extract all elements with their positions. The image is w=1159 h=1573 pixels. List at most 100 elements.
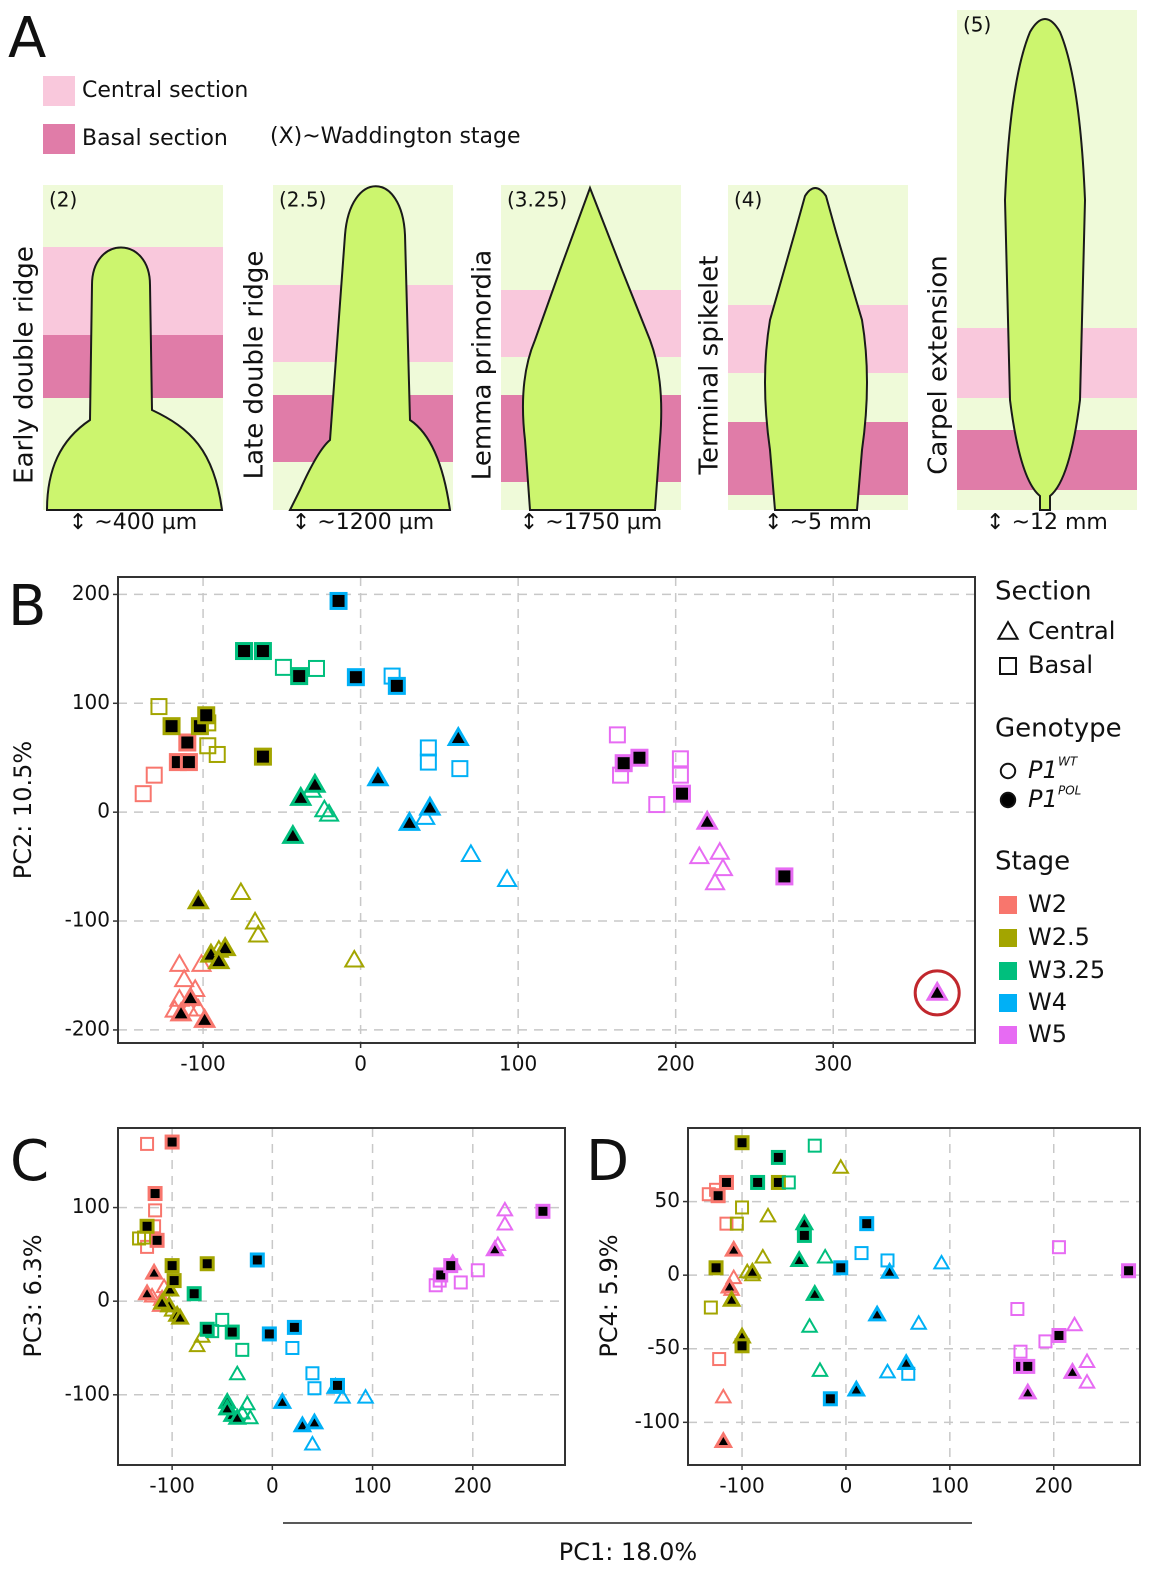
triangle-marker [289, 785, 313, 806]
plot-border [687, 1127, 1141, 1466]
legend-title: Section [995, 577, 1092, 607]
stage-number: (4) [734, 188, 762, 212]
triangle-marker [714, 1387, 733, 1404]
triangle-marker [207, 949, 231, 970]
panel-letter: C [10, 1129, 49, 1194]
square-marker [166, 1273, 182, 1289]
square-marker [145, 766, 163, 784]
triangle-marker [238, 1394, 257, 1411]
triangle-marker [160, 1279, 180, 1297]
triangle-marker [811, 1361, 829, 1377]
stage-size: ↕ ~5 mm [764, 510, 872, 535]
triangle-marker [909, 1314, 928, 1330]
square-marker [734, 1135, 750, 1151]
legend-swatch [999, 994, 1017, 1012]
square-marker [1051, 1240, 1066, 1255]
square-marker [1051, 1327, 1067, 1343]
triangle-marker [241, 1408, 260, 1425]
square-marker [140, 1136, 155, 1151]
triangle-marker [846, 1379, 867, 1397]
triangle-marker [333, 1388, 352, 1404]
square-marker [833, 1260, 849, 1276]
legend-label: W2.5 [1028, 923, 1090, 951]
legend-title: Genotype [995, 714, 1122, 744]
square-marker [671, 766, 689, 784]
square-marker [999, 657, 1017, 675]
square-marker [901, 1366, 916, 1381]
square-marker [770, 1149, 786, 1165]
square-marker [150, 698, 168, 716]
triangle-marker [227, 1407, 248, 1425]
triangle-marker [878, 1362, 897, 1379]
square-marker [735, 1200, 750, 1215]
triangle-marker [719, 1276, 740, 1294]
triangle-marker [688, 845, 711, 865]
legend-label: Basal [1028, 651, 1093, 679]
triangle-marker [742, 1261, 763, 1279]
square-marker [134, 785, 152, 803]
legend-label: W2 [1028, 890, 1067, 918]
triangle-marker [356, 1388, 375, 1404]
triangle-marker [713, 1431, 734, 1448]
square-marker [199, 737, 217, 755]
x-tick-label: 300 [814, 1052, 852, 1076]
square-marker [139, 1218, 155, 1234]
triangle-marker [247, 923, 269, 943]
stage-number: (2.5) [279, 188, 326, 212]
square-marker [148, 1203, 163, 1218]
triangle-marker [144, 1262, 164, 1280]
stage-number: (2) [49, 188, 77, 212]
square-marker [149, 1232, 165, 1248]
square-marker [286, 1319, 302, 1335]
square-marker [807, 1138, 822, 1153]
square-marker [1121, 1263, 1137, 1279]
x-tick-label: 200 [657, 1052, 695, 1076]
panel-letter: B [8, 574, 46, 639]
triangle-marker [789, 1250, 809, 1267]
legend-swatch [43, 124, 75, 154]
stage-number: (5) [963, 13, 991, 37]
triangle-marker [272, 1391, 293, 1409]
triangle-marker [816, 1248, 835, 1264]
stage-size: ↕ ~12 mm [986, 510, 1108, 535]
x-tick-label: -100 [149, 1474, 194, 1498]
legend-swatch [999, 1026, 1017, 1044]
square-marker [796, 1227, 812, 1243]
legend-label: Central section [82, 78, 248, 103]
legend-swatch [999, 962, 1017, 980]
square-marker [199, 1256, 215, 1272]
square-marker [710, 1188, 726, 1204]
triangle-marker [925, 980, 949, 1001]
y-tick-label: 100 [72, 1194, 110, 1218]
legend-title: Stage [995, 847, 1070, 877]
square-marker [179, 753, 198, 772]
square-marker [253, 747, 272, 766]
stage-size: ↕ ~1200 µm [292, 510, 434, 535]
triangle-marker [303, 1434, 322, 1451]
square-marker [199, 1321, 215, 1337]
x-tick-label: 100 [499, 1052, 537, 1076]
square-marker [261, 1326, 277, 1342]
stage-size: ↕ ~400 µm [69, 510, 197, 535]
x-tick-label: 200 [454, 1474, 492, 1498]
circle-marker [999, 791, 1017, 809]
y-tick-label: -100 [65, 1381, 110, 1405]
triangle-marker [704, 871, 726, 891]
square-marker [285, 1340, 300, 1355]
triangle-marker [418, 795, 442, 816]
triangle-marker [190, 953, 213, 972]
legend-swatch [43, 76, 75, 106]
triangle-marker [996, 620, 1020, 640]
triangle-marker [281, 823, 305, 844]
square-marker [235, 1342, 250, 1357]
triangle-marker [867, 1304, 887, 1322]
triangle-marker [759, 1206, 777, 1223]
square-marker [419, 753, 437, 771]
triangle-marker [173, 968, 195, 988]
triangle-marker [169, 1001, 193, 1022]
triangle-marker [1062, 1361, 1083, 1379]
square-marker [346, 668, 365, 687]
square-marker [387, 676, 406, 695]
square-marker [859, 1216, 875, 1232]
square-marker [329, 591, 348, 610]
